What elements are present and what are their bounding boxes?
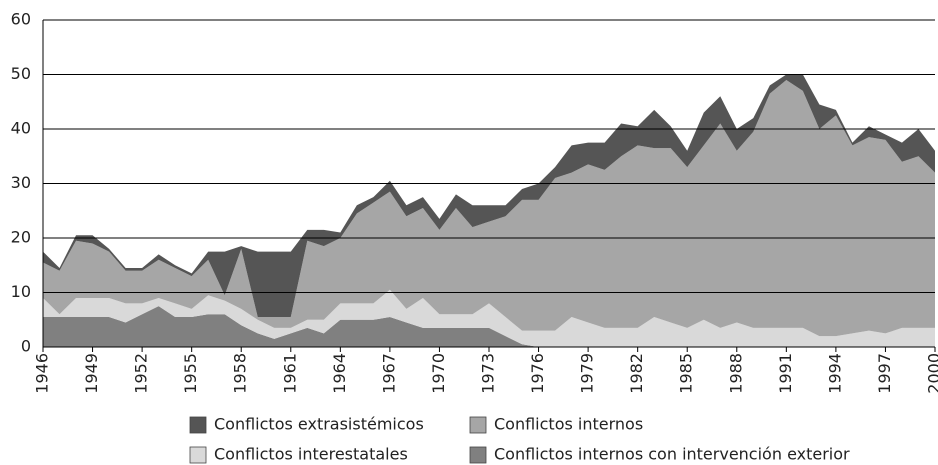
legend-label: Conflictos internos <box>494 415 643 434</box>
x-tick-label: 1988 <box>726 353 745 394</box>
x-tick-label: 1949 <box>82 353 101 394</box>
x-tick-label: 1946 <box>33 353 52 394</box>
legend-swatch <box>189 416 207 434</box>
area <box>43 289 935 347</box>
y-tick-label: 0 <box>21 337 31 356</box>
y-tick-label: 10 <box>11 282 31 301</box>
y-tick-label: 60 <box>11 10 31 29</box>
x-tick-label: 1994 <box>825 353 844 394</box>
area <box>43 74 935 318</box>
y-tick-label: 40 <box>11 119 31 138</box>
x-tick-label: 2000 <box>925 353 938 394</box>
area <box>43 79 935 337</box>
y-tick-label: 20 <box>11 228 31 247</box>
x-tick-label: 1967 <box>379 353 398 394</box>
x-tick-label: 1991 <box>776 353 795 394</box>
x-tick-label: 1970 <box>429 353 448 394</box>
y-tick-label: 30 <box>11 173 31 192</box>
legend-swatch <box>189 446 207 464</box>
x-tick-label: 1958 <box>231 353 250 394</box>
x-tick-label: 1973 <box>479 353 498 394</box>
y-tick-label: 50 <box>11 64 31 83</box>
area <box>43 306 935 347</box>
legend-label: Conflictos interestatales <box>214 445 408 464</box>
legend-label: Conflictos internos con intervención ext… <box>494 445 850 464</box>
x-tick-label: 1955 <box>181 353 200 394</box>
x-tick-label: 1997 <box>875 353 894 394</box>
x-tick-label: 1976 <box>528 353 547 394</box>
x-tick-label: 1979 <box>578 353 597 394</box>
x-tick-label: 1952 <box>132 353 151 394</box>
legend-label: Conflictos extrasistémicos <box>214 415 424 434</box>
x-tick-label: 1961 <box>280 353 299 394</box>
x-tick-label: 1964 <box>330 353 349 394</box>
legend-swatch <box>469 416 487 434</box>
x-tick-label: 1982 <box>627 353 646 394</box>
legend-swatch <box>469 446 487 464</box>
x-tick-label: 1985 <box>677 353 696 394</box>
